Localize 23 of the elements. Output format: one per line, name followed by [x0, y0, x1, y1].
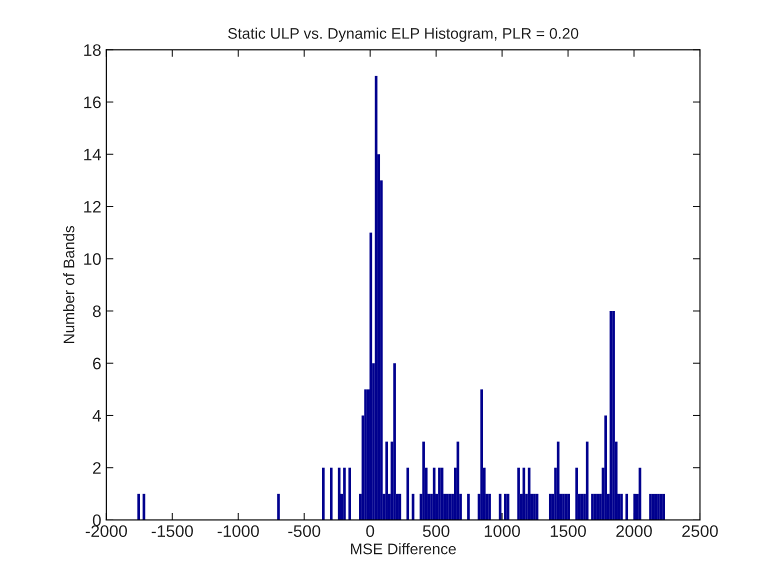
y-tick-label: 12	[84, 200, 101, 213]
y-tick-label: 4	[92, 410, 101, 422]
x-tick-label: -500	[288, 525, 320, 538]
y-axis-title: Number of Bands	[63, 226, 74, 344]
x-tick-label: 2500	[682, 525, 718, 538]
x-tick-label: 1000	[484, 525, 520, 538]
x-tick-label: -2000	[86, 525, 127, 538]
y-tick-label: 0	[92, 514, 101, 526]
y-tick-label: 16	[84, 96, 101, 108]
y-tick-label: 2	[93, 462, 101, 474]
x-tick-label: 2000	[616, 525, 652, 538]
x-axis-title: MSE Difference	[351, 543, 456, 554]
x-tick-label: -1000	[218, 525, 259, 538]
y-tick-label: 8	[92, 305, 101, 318]
x-tick-label: -1500	[152, 525, 193, 538]
y-tick-label: 6	[93, 358, 101, 370]
x-tick-label: 500	[422, 525, 450, 538]
y-tick-label: 18	[84, 44, 101, 56]
x-tick-label: 0	[366, 525, 374, 538]
x-tick-label: 1500	[550, 525, 586, 538]
y-tick-label: 10	[84, 253, 101, 265]
y-tick-label: 14	[84, 148, 101, 160]
chart-title: Static ULP vs. Dynamic ELP Histogram, PLR = 0.20	[228, 28, 578, 42]
